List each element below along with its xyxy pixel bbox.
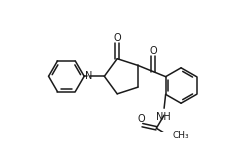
Text: CH₃: CH₃ <box>173 131 189 140</box>
Text: O: O <box>138 114 145 124</box>
Text: O: O <box>149 46 157 56</box>
Text: N: N <box>85 71 92 81</box>
Text: NH: NH <box>156 112 171 122</box>
Text: O: O <box>113 33 121 43</box>
